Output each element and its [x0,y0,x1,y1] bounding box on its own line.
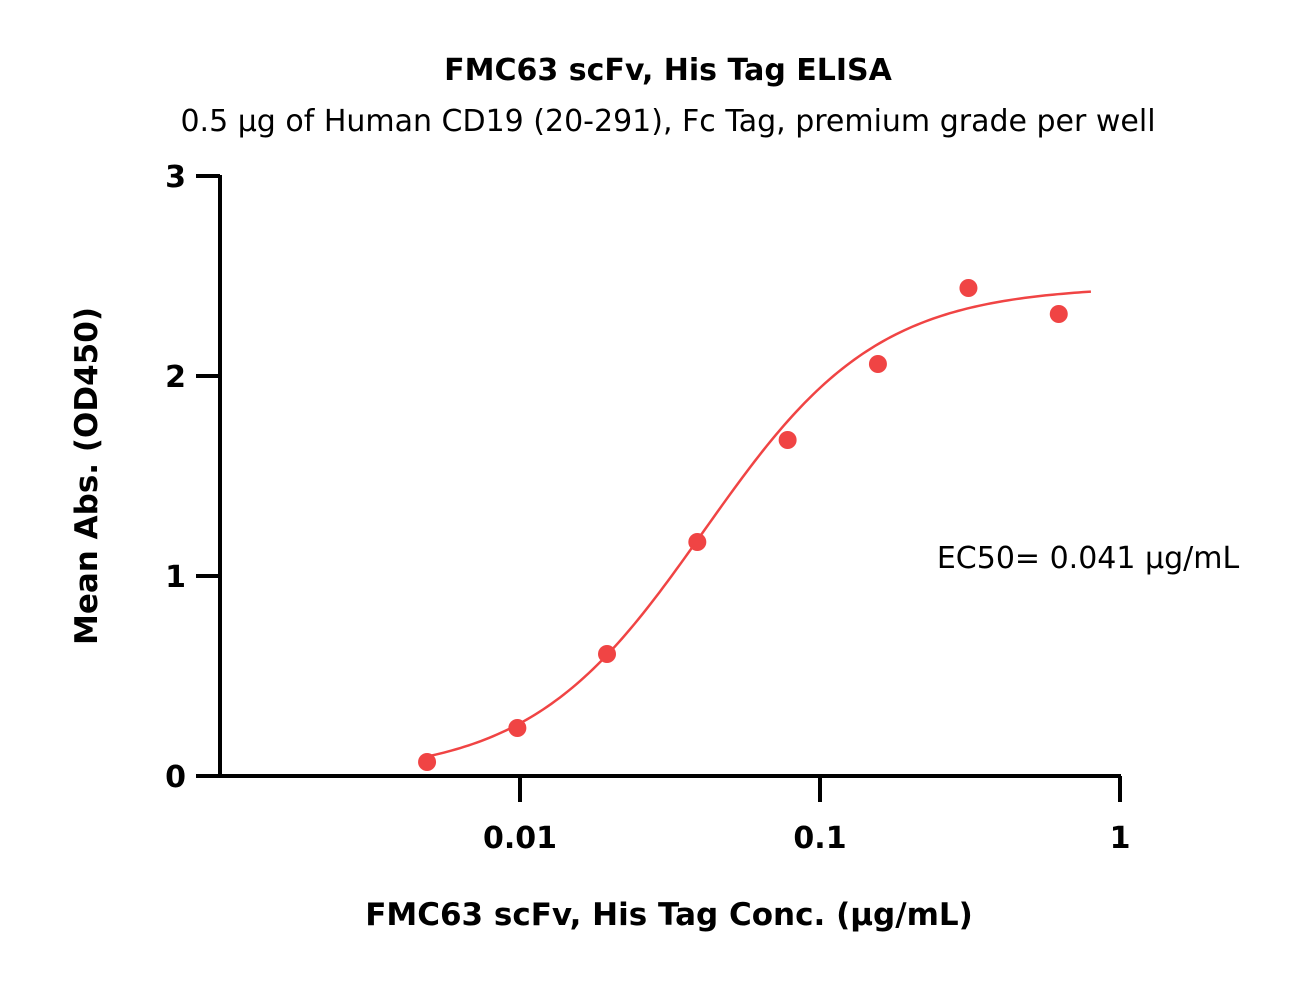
x-tick-label: 0.1 [793,821,846,856]
data-point [868,355,887,373]
y-tick-label: 1 [165,560,186,595]
chart-subtitle: 0.5 µg of Human CD19 (20-291), Fc Tag, p… [180,104,1155,139]
fit-curve [426,290,1092,758]
data-point [959,279,978,297]
data-point [508,719,527,737]
y-tick-label: 0 [165,760,186,795]
y-axis-label: Mean Abs. (OD450) [69,307,105,645]
data-point [598,645,617,663]
data-point [778,431,797,449]
y-ticks: 0 1 2 3 [165,160,220,795]
y-tick-label: 3 [165,160,186,195]
axes [218,175,1121,778]
x-tick-label: 0.01 [483,821,557,856]
x-ticks: 0.01 0.1 1 [483,776,1130,856]
data-points [418,279,1068,771]
data-point [688,533,707,551]
data-point [418,753,437,771]
ec50-annotation: EC50= 0.041 µg/mL [937,541,1240,576]
chart-title: FMC63 scFv, His Tag ELISA [444,53,892,88]
y-tick-label: 2 [165,360,186,395]
data-point [1049,305,1068,323]
x-tick-label: 1 [1110,821,1131,856]
x-axis-label: FMC63 scFv, His Tag Conc. (µg/mL) [365,897,973,933]
